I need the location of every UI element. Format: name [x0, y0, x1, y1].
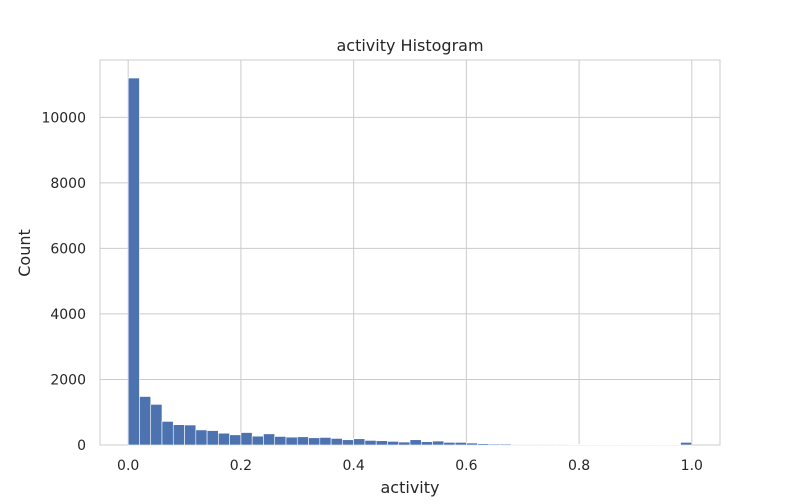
histogram-bar [309, 438, 320, 445]
histogram-bar [489, 444, 500, 445]
x-tick-label: 1.0 [681, 458, 703, 474]
y-tick-label: 4000 [50, 307, 86, 323]
histogram-bar [241, 433, 252, 445]
histogram-bar [196, 430, 207, 445]
histogram-bar [173, 425, 184, 445]
y-axis-label: Count [15, 229, 34, 277]
histogram-bar [523, 444, 534, 445]
histogram-bar [331, 438, 342, 445]
histogram-bar [421, 442, 432, 445]
histogram-bar [286, 437, 297, 445]
histogram-bar [433, 441, 444, 445]
histogram-bar [534, 444, 545, 445]
histogram-bar [139, 397, 150, 445]
chart-title: activity Histogram [336, 36, 483, 55]
histogram-bar [478, 444, 489, 445]
histogram-bar [466, 443, 477, 445]
y-tick-label: 10000 [41, 110, 86, 126]
histogram-bar [151, 404, 162, 445]
histogram-bar [275, 436, 286, 445]
histogram-bar [557, 444, 568, 445]
histogram-bar [230, 435, 241, 445]
x-tick-label: 0.0 [117, 458, 139, 474]
histogram-bar [455, 442, 466, 445]
y-tick-label: 8000 [50, 176, 86, 192]
histogram-bar [545, 444, 556, 445]
x-tick-label: 0.4 [343, 458, 365, 474]
x-tick-label: 0.6 [455, 458, 477, 474]
histogram-bar [252, 436, 263, 445]
histogram-bar [354, 439, 365, 445]
histogram-bar [410, 440, 421, 445]
x-tick-label: 0.8 [568, 458, 590, 474]
histogram-bar [399, 442, 410, 445]
histogram-bar [376, 441, 387, 445]
histogram-bar [342, 440, 353, 445]
histogram-bar [297, 437, 308, 445]
histogram-bar [207, 431, 218, 445]
x-tick-label: 0.2 [230, 458, 252, 474]
histogram-bar [681, 442, 692, 445]
histogram-bar [387, 441, 398, 445]
histogram-bar [162, 421, 173, 445]
histogram-bar [263, 434, 274, 445]
histogram-bar [320, 437, 331, 445]
y-tick-label: 6000 [50, 241, 86, 257]
histogram-bar [500, 444, 511, 445]
histogram-bar [444, 442, 455, 445]
y-tick-label: 2000 [50, 372, 86, 388]
histogram-bar [218, 433, 229, 445]
histogram-bar [511, 444, 522, 445]
x-axis-label: activity [381, 478, 440, 497]
y-tick-label: 0 [77, 438, 86, 454]
histogram-bar [365, 440, 376, 445]
histogram-bar [185, 425, 196, 445]
histogram-bar [128, 78, 139, 445]
